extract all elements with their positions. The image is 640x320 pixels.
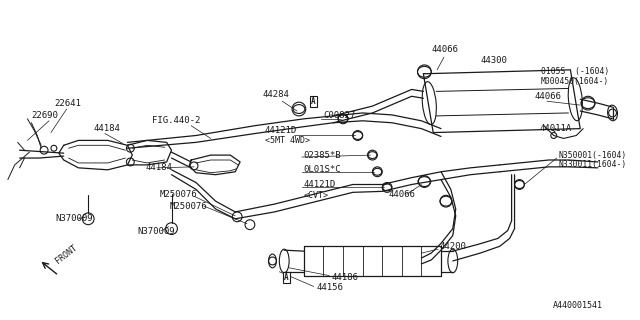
- Text: 44186: 44186: [332, 273, 358, 282]
- Text: 44011A: 44011A: [539, 124, 572, 133]
- Text: 44156: 44156: [317, 283, 344, 292]
- Text: M250076: M250076: [170, 202, 207, 211]
- Text: 44066: 44066: [534, 92, 561, 101]
- Text: M250076: M250076: [160, 190, 197, 199]
- Text: 22641: 22641: [54, 99, 81, 108]
- Text: N350001(-1604): N350001(-1604): [559, 151, 627, 160]
- Text: 02385*B: 02385*B: [304, 151, 342, 160]
- Text: FRONT: FRONT: [54, 244, 79, 266]
- Text: 44184: 44184: [93, 124, 120, 133]
- Text: N370009: N370009: [56, 214, 93, 223]
- Text: 0L01S*C: 0L01S*C: [304, 165, 342, 174]
- Text: 44200: 44200: [439, 242, 466, 251]
- Text: A: A: [311, 97, 316, 106]
- Text: A440001541: A440001541: [553, 300, 603, 309]
- Text: 22690: 22690: [31, 111, 58, 120]
- Text: 44284: 44284: [262, 90, 289, 99]
- Text: 44066: 44066: [431, 45, 458, 54]
- Text: C00827: C00827: [323, 111, 356, 120]
- Text: <5MT 4WD>: <5MT 4WD>: [264, 136, 310, 145]
- Text: 44121D: 44121D: [304, 180, 336, 189]
- Text: FIG.440-2: FIG.440-2: [152, 116, 200, 125]
- Text: 0105S  (-1604): 0105S (-1604): [541, 67, 609, 76]
- Text: <CVT>: <CVT>: [304, 191, 329, 200]
- Text: A: A: [284, 273, 289, 282]
- Text: M000450(1604-): M000450(1604-): [541, 77, 609, 86]
- Text: 44121D: 44121D: [264, 126, 297, 135]
- Text: 44300: 44300: [480, 56, 507, 65]
- Text: N330011(1604-): N330011(1604-): [559, 160, 627, 169]
- Text: 44184: 44184: [145, 163, 172, 172]
- Text: 44066: 44066: [388, 190, 415, 199]
- Text: N370009: N370009: [137, 227, 175, 236]
